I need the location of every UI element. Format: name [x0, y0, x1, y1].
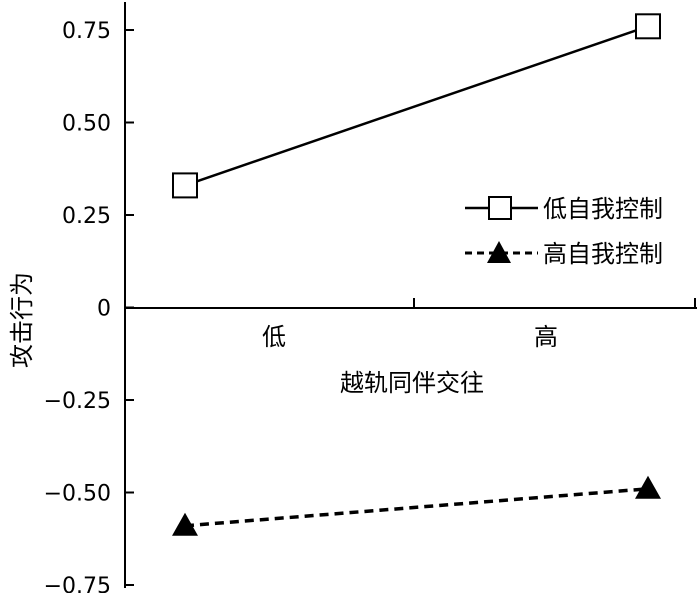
- filled-triangle-marker-icon: [487, 241, 511, 263]
- legend-label: 高自我控制: [543, 240, 663, 268]
- x-tick-label: 低: [262, 323, 286, 351]
- y-tick-label: 0.50: [62, 112, 111, 137]
- data-point-triangle: [172, 512, 198, 536]
- series-group: [172, 13, 661, 536]
- series-line: [184, 25, 649, 187]
- data-point-square: [172, 172, 198, 199]
- x-tick-label: 高: [534, 323, 558, 351]
- y-axis-title: 攻击行为: [8, 272, 36, 368]
- x-ticks: 低高: [262, 298, 696, 351]
- y-tick-label: 0.25: [62, 204, 111, 229]
- legend-label: 低自我控制: [543, 195, 663, 223]
- legend-item-high-self-control: 高自我控制: [465, 240, 663, 268]
- y-ticks: −0.75 −0.50 −0.25 0 0.25 0.50 0.75: [44, 19, 134, 593]
- legend: 低自我控制 高自我控制: [465, 195, 663, 268]
- data-point-square: [635, 13, 661, 40]
- x-axis-title: 越轨同伴交往: [340, 369, 484, 397]
- series-line: [184, 487, 649, 528]
- open-square-marker-icon: [488, 196, 512, 220]
- data-point-triangle: [635, 475, 661, 499]
- legend-item-low-self-control: 低自我控制: [465, 195, 663, 223]
- y-tick-label: −0.75: [44, 574, 111, 593]
- y-tick-label: 0.75: [62, 19, 111, 44]
- y-tick-label: −0.50: [44, 482, 111, 507]
- y-tick-label: −0.25: [44, 389, 111, 414]
- y-tick-label: 0: [97, 297, 111, 322]
